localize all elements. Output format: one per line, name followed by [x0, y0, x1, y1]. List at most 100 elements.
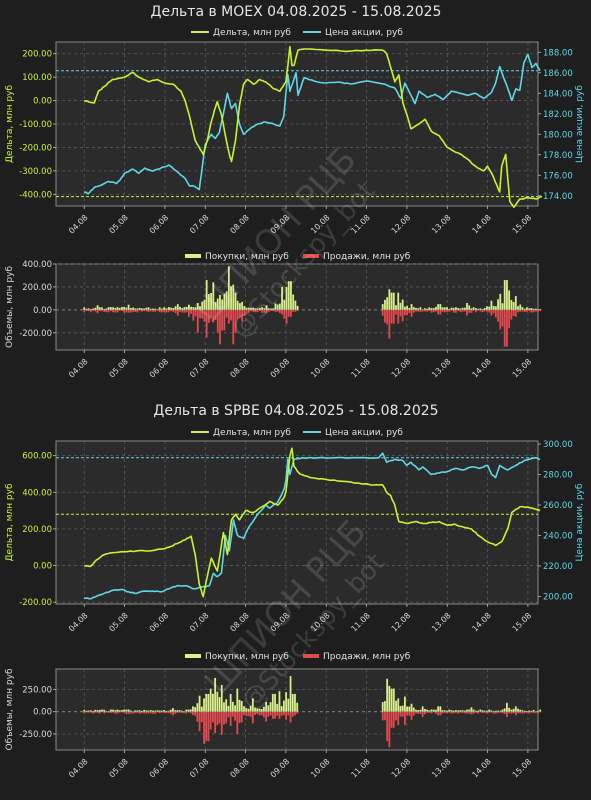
moex_volume-sell-bar — [241, 309, 244, 322]
moex_volume-buy-bar — [250, 307, 252, 310]
moex_main-y-right-tick-label: 182.00 — [543, 110, 573, 120]
moex_volume-buy-bar — [168, 307, 170, 310]
moex_volume-buy-bar — [519, 304, 522, 310]
moex_volume-sell-bar — [395, 309, 397, 315]
spbe_volume-sell-bar — [501, 711, 504, 714]
moex_volume-buy-bar — [243, 306, 246, 310]
spbe_volume-y-tick-label: 250.00 — [22, 685, 52, 695]
moex_volume-buy-bar — [441, 307, 444, 310]
spbe_volume-sell-bar — [231, 711, 234, 717]
moex_volume-sell-bar — [227, 309, 230, 324]
spbe_volume-legend-swatch-sell — [303, 654, 319, 658]
moex_main-x-tick-label: 08.08 — [228, 213, 251, 236]
moex_volume-sell-bar — [443, 309, 446, 313]
moex_volume-y-label: Объемы, млн руб — [5, 266, 15, 348]
spbe_volume-buy-bar — [256, 708, 259, 712]
moex_volume-sell-bar — [399, 309, 402, 317]
moex_volume-buy-bar — [89, 309, 92, 310]
spbe_volume-sell-bar — [112, 711, 114, 713]
moex_volume-buy-bar — [285, 286, 288, 310]
moex_volume-sell-bar — [494, 309, 497, 318]
moex_volume-buy-bar — [490, 300, 493, 310]
spbe_volume-buy-bar — [437, 706, 440, 712]
moex_volume-sell-bar — [114, 309, 117, 313]
spbe_volume-buy-bar — [276, 703, 279, 712]
spbe_volume-sell-bar — [514, 711, 517, 716]
moex_volume-buy-bar — [388, 289, 391, 310]
spbe_main-y-left-tick-label: 600.00 — [22, 452, 52, 462]
spbe_volume-sell-bar — [426, 711, 428, 713]
spbe_volume-buy-bar — [514, 706, 517, 712]
spbe_volume-sell-bar — [116, 711, 119, 714]
moex_volume-sell-bar — [176, 309, 179, 316]
spbe_volume-buy-bar — [129, 710, 132, 712]
moex_volume-sell-bar — [85, 309, 88, 312]
spbe_volume-buy-bar — [258, 708, 261, 712]
spbe_volume-sell-bar — [249, 711, 252, 717]
spbe_volume-sell-bar — [494, 711, 497, 714]
moex_volume-buy-bar — [176, 304, 179, 310]
moex_volume-buy-bar — [417, 308, 420, 310]
moex_volume-sell-bar — [116, 309, 119, 313]
moex_volume-buy-bar — [214, 301, 217, 310]
spbe_volume-buy-bar — [167, 710, 170, 712]
moex_main-y-left-tick-label: -400.00 — [19, 190, 52, 200]
spbe_volume-buy-bar — [94, 709, 97, 712]
spbe_main-y-right-label: Цена акции, руб — [575, 483, 585, 561]
spbe_volume-buy-bar — [125, 709, 128, 712]
spbe_main-x-tick-label: 07.08 — [188, 611, 211, 634]
spbe_volume-buy-bar — [417, 710, 420, 712]
moex_volume-sell-bar — [508, 309, 511, 329]
moex_volume-sell-bar — [428, 309, 431, 312]
spbe_volume-sell-bar — [461, 711, 464, 714]
spbe_volume-buy-bar — [481, 710, 484, 712]
moex_volume-buy-bar — [194, 307, 197, 310]
moex_volume-sell-bar — [528, 309, 531, 312]
moex_volume-buy-bar — [287, 281, 290, 310]
spbe_main-y-left-label: Дельта, млн руб — [5, 483, 15, 561]
spbe_volume-sell-bar — [265, 711, 268, 722]
moex_volume-sell-bar — [539, 309, 542, 312]
spbe_volume-buy-bar — [107, 710, 110, 712]
spbe_volume-sell-bar — [114, 711, 117, 714]
moex_volume-sell-bar — [514, 309, 517, 317]
moex_main-y-right-tick-label: 184.00 — [543, 89, 573, 99]
moex_volume-buy-bar — [483, 308, 486, 310]
moex_volume-sell-bar — [415, 309, 417, 312]
moex_volume-sell-bar — [194, 309, 197, 317]
spbe_volume-sell-bar — [479, 711, 482, 713]
moex_volume-sell-bar — [421, 309, 424, 312]
moex_volume-sell-bar — [230, 309, 232, 321]
moex_volume-sell-bar — [192, 309, 195, 321]
moex_volume-sell-bar — [179, 309, 181, 312]
moex_volume-sell-bar — [167, 309, 170, 313]
spbe_volume-buy-bar — [187, 709, 190, 712]
spbe_volume-sell-bar — [282, 711, 285, 715]
moex_volume-x-tick-label: 09.08 — [269, 357, 292, 380]
spbe_volume-buy-bar — [134, 710, 137, 712]
moex_volume-buy-bar — [292, 294, 295, 310]
moex_main-y-right-tick-label: 174.00 — [543, 192, 573, 202]
moex_volume-y-tick-label: 400.00 — [22, 260, 52, 270]
moex_volume-sell-bar — [457, 309, 460, 311]
spbe_volume-buy-bar — [83, 709, 86, 712]
moex_volume-sell-bar — [243, 309, 246, 316]
moex_volume-buy-bar — [107, 307, 110, 310]
moex_volume-x-tick-label: 10.08 — [309, 357, 332, 380]
moex_volume-buy-bar — [278, 303, 281, 310]
moex_volume-buy-bar — [501, 303, 504, 310]
spbe_volume-buy-bar — [265, 701, 268, 712]
moex_volume-sell-bar — [526, 309, 528, 312]
moex_volume-buy-bar — [205, 280, 208, 310]
spbe_volume-buy-bar — [528, 710, 531, 712]
spbe_volume-sell-bar — [225, 711, 228, 724]
moex_volume-sell-bar — [216, 309, 219, 333]
moex_volume-buy-bar — [154, 308, 157, 310]
moex_volume-buy-bar — [532, 308, 535, 310]
moex_volume-x-tick-label: 08.08 — [228, 357, 251, 380]
spbe_volume-buy-bar — [517, 708, 519, 712]
moex_volume-buy-bar — [508, 290, 511, 310]
moex_volume-buy-bar — [296, 305, 299, 310]
spbe_volume-x-tick-label: 06.08 — [148, 757, 171, 780]
moex_volume-buy-bar — [129, 308, 132, 310]
